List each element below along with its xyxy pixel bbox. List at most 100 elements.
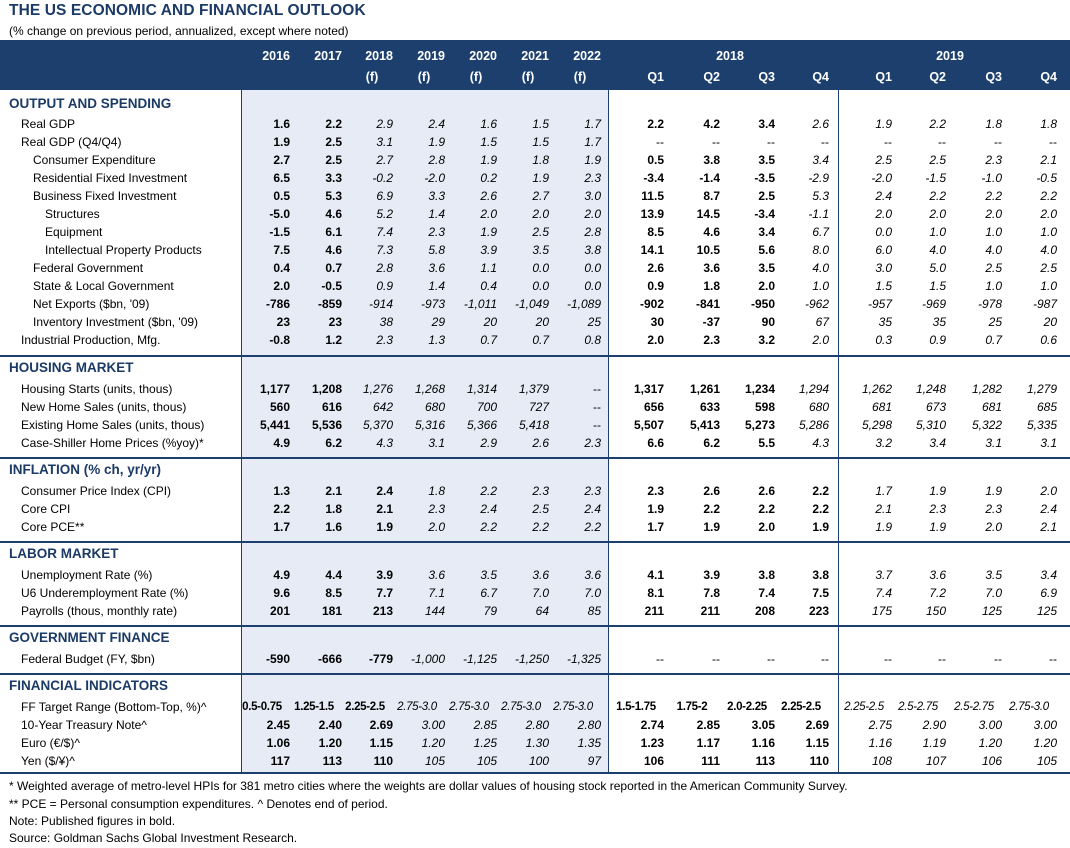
forecast-marker: (f): [521, 70, 535, 84]
table-cell: 7.3: [376, 243, 393, 257]
table-cell: 1.9: [584, 153, 601, 167]
table-cell: 3.0: [584, 189, 601, 203]
table-cell: 9.6: [273, 586, 290, 600]
table-cell: 2.69: [805, 718, 829, 732]
table-cell: 2.0: [929, 207, 946, 221]
table-cell: -1.4: [699, 171, 720, 185]
table-cell: 6.1: [325, 225, 342, 239]
table-cell: --: [994, 135, 1002, 149]
table-cell: 1.17: [696, 736, 720, 750]
table-cell: 2.5: [985, 261, 1002, 275]
table-cell: 2.1: [875, 502, 892, 516]
table-cell: --: [884, 135, 892, 149]
quarter-header: Q4: [812, 70, 829, 84]
table-cell: 1,262: [861, 382, 892, 396]
table-cell: --: [593, 382, 601, 396]
table-cell: 35: [878, 315, 892, 329]
table-cell: 108: [871, 754, 892, 768]
table-cell: 1,294: [798, 382, 829, 396]
table-cell: 681: [871, 400, 892, 414]
table-cell: -950: [750, 297, 775, 311]
table-cell: 175: [871, 604, 892, 618]
table-cell: 2.1: [1040, 520, 1057, 534]
quarter-header: Q1: [875, 70, 892, 84]
table-cell: 3.1: [1040, 436, 1057, 450]
table-cell: 0.5: [273, 189, 290, 203]
row-label: Industrial Production, Mfg.: [21, 333, 161, 347]
table-cell: 2.0: [758, 520, 775, 534]
section-divider: [0, 355, 1070, 357]
row-label: Equipment: [45, 225, 103, 239]
table-cell: 2.3: [647, 484, 664, 498]
table-cell: 105: [1036, 754, 1057, 768]
table-cell: 25: [988, 315, 1002, 329]
table-cell: 1.8: [532, 153, 549, 167]
table-cell: 4.6: [325, 207, 342, 221]
table-cell: 1.20: [1033, 736, 1057, 750]
table-cell: 2.0: [758, 279, 775, 293]
table-cell: 2.3: [985, 153, 1002, 167]
table-cell: -987: [1032, 297, 1057, 311]
table-cell: 1.9: [428, 135, 445, 149]
table-cell: 117: [270, 754, 290, 768]
footnote: * Weighted average of metro-level HPIs f…: [9, 779, 848, 793]
table-cell: 673: [925, 400, 946, 414]
table-cell: 2.3: [428, 502, 445, 516]
table-cell: 25: [587, 315, 601, 329]
table-cell: 1.4: [428, 279, 445, 293]
table-cell: 3.4: [758, 225, 775, 239]
table-cell: 0.4: [273, 261, 290, 275]
row-label: Federal Budget (FY, $bn): [21, 652, 155, 666]
annual-forecast-shade: [241, 90, 608, 772]
table-cell: 1.9: [985, 484, 1002, 498]
table-cell: 1.1: [480, 261, 497, 275]
table-cell: 2.2: [929, 189, 946, 203]
table-cell: --: [767, 652, 775, 666]
table-cell: 2.3: [584, 436, 601, 450]
table-cell: --: [712, 135, 720, 149]
table-cell: 1.6: [273, 117, 290, 131]
table-cell: 5.3: [325, 189, 342, 203]
forecast-marker: (f): [573, 70, 587, 84]
table-cell: 6.6: [647, 436, 664, 450]
row-label: Consumer Price Index (CPI): [21, 484, 172, 498]
table-cell: 2.80: [525, 718, 549, 732]
section-title: HOUSING MARKET: [9, 360, 134, 375]
table-cell: 1.4: [428, 207, 445, 221]
row-label: Inventory Investment ($bn, '09): [33, 315, 199, 329]
forecast-marker: (f): [417, 70, 431, 84]
table-cell: 3.05: [751, 718, 775, 732]
table-cell: 2.40: [318, 718, 342, 732]
table-cell: 2.25-2.5: [844, 701, 884, 713]
year-header: 2017: [314, 49, 342, 63]
table-cell: 4.6: [325, 243, 342, 257]
table-cell: 0.5-0.75: [242, 701, 282, 713]
table-cell: 1.0: [985, 225, 1002, 239]
table-cell: -1,049: [514, 297, 549, 311]
table-cell: 2.2: [532, 520, 549, 534]
table-cell: 1.0: [1040, 225, 1057, 239]
table-cell: 1.9: [875, 117, 892, 131]
table-cell: 2.85: [473, 718, 497, 732]
table-cell: -962: [804, 297, 829, 311]
table-cell: 211: [700, 604, 720, 618]
table-cell: 6.5: [273, 171, 290, 185]
quarter-header: Q4: [1040, 70, 1057, 84]
quarter-header: Q1: [647, 70, 664, 84]
table-cell: 1.0: [812, 279, 829, 293]
table-cell: -1.5: [925, 171, 946, 185]
table-cell: 14.5: [696, 207, 720, 221]
table-cell: 3.8: [758, 568, 775, 582]
table-cell: -957: [867, 297, 892, 311]
table-cell: 0.7: [532, 333, 549, 347]
table-cell: -841: [695, 297, 720, 311]
row-label: New Home Sales (units, thous): [21, 400, 187, 414]
table-cell: 2.4: [480, 502, 497, 516]
table-cell: 2.75-3.0: [501, 701, 541, 713]
table-cell: 7.8: [703, 586, 720, 600]
table-cell: 125: [981, 604, 1002, 618]
row-label: Intellectual Property Products: [45, 243, 202, 257]
table-cell: 2.6: [758, 484, 775, 498]
table-cell: 2.75-3.0: [1009, 701, 1049, 713]
table-cell: -1,000: [410, 652, 445, 666]
